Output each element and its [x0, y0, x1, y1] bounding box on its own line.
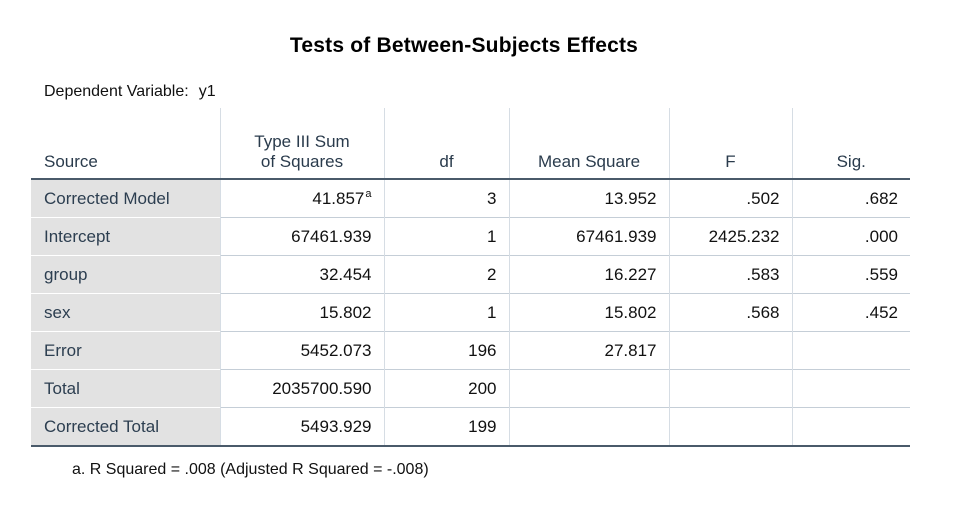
cell-df: 199 — [383, 407, 509, 447]
cell-df: 1 — [383, 217, 509, 256]
row-source: Error — [31, 331, 220, 370]
cell-sig — [791, 407, 910, 447]
cell-mean-square: 67461.939 — [508, 217, 669, 256]
cell-sig — [791, 369, 910, 408]
cell-df: 200 — [383, 369, 509, 408]
cell-mean-square — [508, 369, 669, 408]
cell-f — [668, 407, 792, 447]
dependent-variable-value: y1 — [198, 83, 216, 100]
col-header-df: df — [383, 108, 509, 180]
cell-sum-of-squares: 67461.939 — [219, 217, 384, 256]
cell-sum-of-squares: 32.454 — [219, 255, 384, 294]
table-footnote: a. R Squared = .008 (Adjusted R Squared … — [72, 461, 429, 478]
cell-mean-square: 13.952 — [508, 179, 669, 218]
col-header-ss-line1: Type III Sum — [254, 132, 350, 151]
table-row: Error 5452.073 196 27.817 — [31, 331, 910, 370]
cell-df: 2 — [383, 255, 509, 294]
col-header-sig: Sig. — [791, 108, 910, 180]
row-source: sex — [31, 293, 220, 332]
cell-mean-square: 27.817 — [508, 331, 669, 370]
cell-f: .568 — [668, 293, 792, 332]
cell-sum-of-squares: 5493.929 — [219, 407, 384, 447]
dependent-variable-label: Dependent Variable: — [44, 83, 189, 100]
col-header-source: Source — [31, 108, 220, 180]
row-source: Total — [31, 369, 220, 408]
cell-f: .502 — [668, 179, 792, 218]
cell-ss-value: 41.857 — [312, 188, 365, 208]
cell-df: 1 — [383, 293, 509, 332]
cell-sig: .000 — [791, 217, 910, 256]
cell-sum-of-squares: 15.802 — [219, 293, 384, 332]
table-row: Total 2035700.590 200 — [31, 369, 910, 408]
col-header-ss-line2: of Squares — [260, 152, 344, 171]
table-row: Corrected Total 5493.929 199 — [31, 407, 910, 447]
cell-sig: .682 — [791, 179, 910, 218]
table-row: Intercept 67461.939 1 67461.939 2425.232… — [31, 217, 910, 256]
table-row: Corrected Model 41.857a 3 13.952 .502 .6… — [31, 179, 910, 218]
cell-sig: .559 — [791, 255, 910, 294]
cell-mean-square: 15.802 — [508, 293, 669, 332]
cell-sig — [791, 331, 910, 370]
row-source: Corrected Total — [31, 407, 220, 447]
cell-f: .583 — [668, 255, 792, 294]
cell-sum-of-squares: 5452.073 — [219, 331, 384, 370]
cell-mean-square — [508, 407, 669, 447]
row-source: Corrected Model — [31, 179, 220, 218]
col-header-sum-of-squares: Type III Sum of Squares — [219, 108, 384, 180]
footnote-marker: a — [365, 187, 372, 200]
cell-df: 196 — [383, 331, 509, 370]
table-title: Tests of Between-Subjects Effects — [289, 34, 639, 57]
col-header-f: F — [668, 108, 792, 180]
row-source: group — [31, 255, 220, 294]
row-source: Intercept — [31, 217, 220, 256]
anova-table: Source Type III Sum of Squares df Mean S… — [31, 108, 910, 447]
dependent-variable: Dependent Variable: y1 — [44, 83, 216, 101]
cell-df: 3 — [383, 179, 509, 218]
cell-sig: .452 — [791, 293, 910, 332]
cell-mean-square: 16.227 — [508, 255, 669, 294]
cell-f — [668, 331, 792, 370]
col-header-mean-square: Mean Square — [508, 108, 669, 180]
cell-sum-of-squares: 2035700.590 — [219, 369, 384, 408]
cell-f: 2425.232 — [668, 217, 792, 256]
table-row: sex 15.802 1 15.802 .568 .452 — [31, 293, 910, 332]
cell-f — [668, 369, 792, 408]
table-row: group 32.454 2 16.227 .583 .559 — [31, 255, 910, 294]
header-row: Source Type III Sum of Squares df Mean S… — [31, 108, 910, 180]
cell-sum-of-squares: 41.857a — [219, 179, 384, 218]
